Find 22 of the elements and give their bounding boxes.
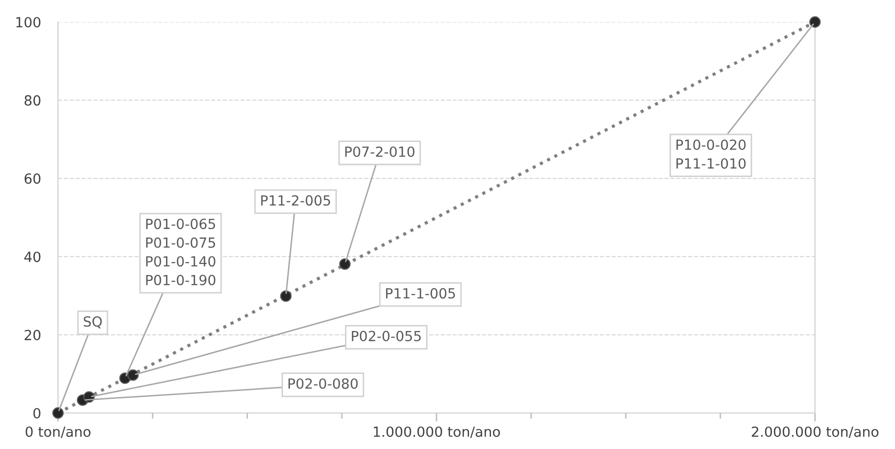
point [127, 369, 139, 381]
x-tick-label: 0 ton/ano [26, 426, 90, 438]
annotation: SQ [84, 316, 102, 328]
annotation: P02-0-055 [352, 330, 421, 342]
annotation: P10-0-020 P11-1-010 [676, 140, 746, 169]
annotation: P11-2-005 [261, 195, 330, 206]
annotation: P01-0-065 P01-0-075 P01-0-140 P01-0-190 [146, 218, 216, 286]
point [809, 16, 821, 28]
y-tick-label: 60 [24, 173, 40, 184]
annotation: P02-0-080 [288, 378, 358, 389]
annotation: P07-2-010 [345, 146, 414, 157]
x-tick-label: 1.000.000 ton/ano [374, 426, 500, 438]
point [339, 258, 351, 270]
y-tick-label: 40 [24, 252, 40, 262]
y-tick-label: 100 [16, 16, 40, 28]
point [280, 290, 292, 302]
y-tick-label: 0 [33, 408, 40, 418]
point [52, 407, 64, 419]
x-tick-label: 2.000.000 ton/ano [752, 426, 878, 438]
y-tick-label: 80 [24, 95, 40, 106]
y-tick-label: 20 [24, 330, 40, 340]
annotation: P11-1-005 [386, 288, 455, 299]
